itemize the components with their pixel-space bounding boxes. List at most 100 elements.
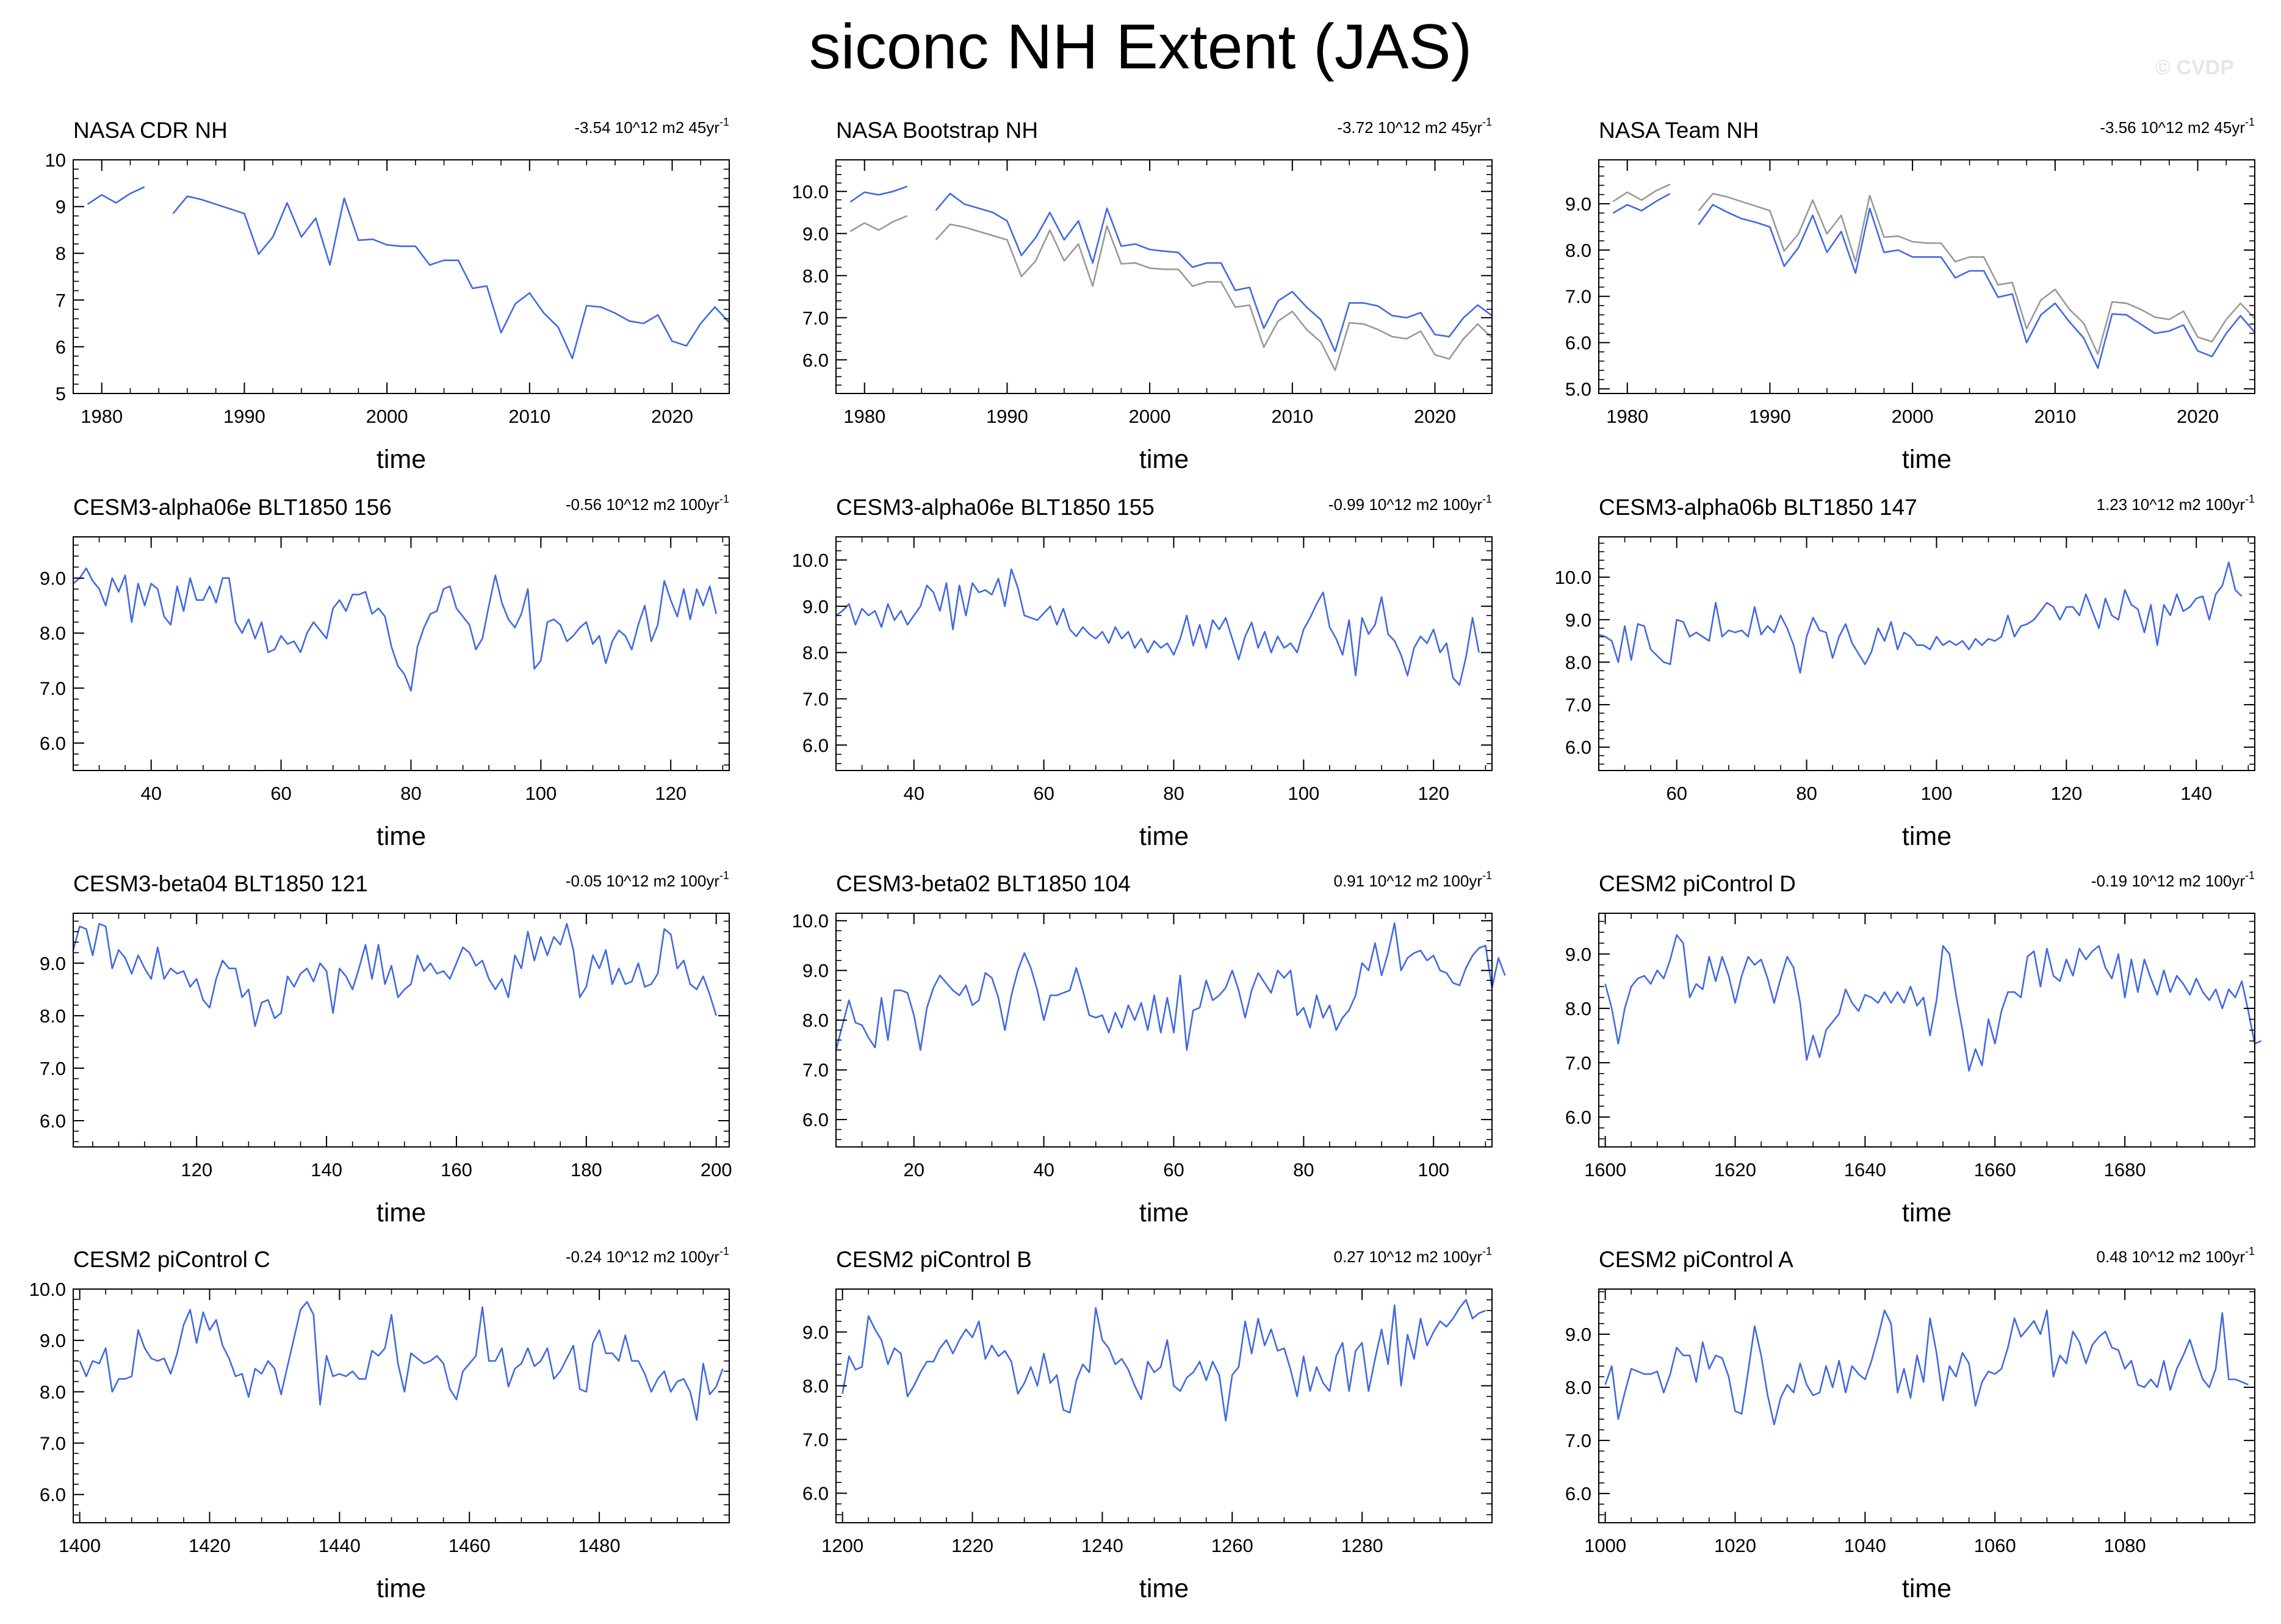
- y-tick-label: 8.0: [802, 265, 829, 287]
- x-tick-label: 1600: [1584, 1159, 1626, 1180]
- plot-frame: [835, 913, 1493, 1148]
- panel-title: CESM3-beta02 BLT1850 104: [836, 871, 1131, 896]
- y-tick-label: 7.0: [1565, 694, 1591, 716]
- x-tick-label: 40: [140, 783, 161, 804]
- x-tick-label: 1980: [843, 406, 885, 427]
- trend-annotation: -0.24 10^12 m2 100yr-1: [566, 1245, 729, 1266]
- y-tick-label: 6.0: [1565, 1483, 1591, 1504]
- x-axis-label: time: [377, 445, 426, 474]
- panel-title: CESM3-beta04 BLT1850 121: [73, 871, 368, 896]
- trend-annotation: 0.48 10^12 m2 100yr-1: [2097, 1245, 2255, 1266]
- x-tick-label: 1280: [1341, 1535, 1383, 1556]
- y-tick-label: 8.0: [802, 1375, 829, 1396]
- x-tick-label: 2010: [508, 406, 550, 427]
- y-tick-label: 9: [56, 196, 66, 218]
- panel-title: CESM3-alpha06e BLT1850 156: [73, 495, 392, 520]
- y-tick-label: 8.0: [40, 623, 66, 644]
- y-tick-label: 9.0: [40, 568, 66, 589]
- x-tick-label: 1020: [1714, 1535, 1756, 1556]
- x-tick-label: 20: [903, 1159, 924, 1180]
- x-tick-label: 1980: [1606, 406, 1648, 427]
- y-tick-label: 7.0: [40, 1433, 66, 1454]
- plot-frame: [1598, 536, 2255, 771]
- y-tick-label: 7.0: [802, 307, 829, 329]
- trend-annotation: -0.19 10^12 m2 100yr-1: [2091, 869, 2255, 890]
- y-tick-label: 9.0: [802, 1321, 829, 1343]
- series-line: [172, 195, 730, 359]
- y-tick-label: 7.0: [802, 1429, 829, 1451]
- trend-annotation: -0.56 10^12 m2 100yr-1: [566, 493, 729, 514]
- x-axis-label: time: [377, 1198, 426, 1227]
- x-tick-label: 60: [1033, 783, 1054, 804]
- x-tick-label: 2020: [651, 406, 693, 427]
- y-tick-label: 6.0: [40, 1484, 66, 1506]
- x-tick-label: 1980: [81, 406, 123, 427]
- x-tick-label: 80: [400, 783, 421, 804]
- chart-panel: 40 60 80 100 120 6.0 7.0 8.0 9.0 10.0 CESM3-alpha0…: [792, 493, 1493, 851]
- x-tick-label: 2000: [366, 406, 408, 427]
- x-axis-label: time: [377, 822, 426, 851]
- series-line: [835, 922, 1506, 1051]
- x-axis-label: time: [1902, 1574, 1951, 1603]
- series-line: [1604, 934, 2262, 1072]
- y-tick-label: 9.0: [802, 596, 829, 617]
- x-tick-label: 1000: [1584, 1535, 1626, 1556]
- y-tick-label: 9.0: [1565, 944, 1591, 965]
- y-tick-label: 9.0: [40, 1330, 66, 1351]
- series-line: [841, 1299, 1486, 1421]
- chart-panel: 1000 1020 1040 1060 1080 6.0 7.0 8.0 9.0 CESM2 pi…: [1565, 1245, 2255, 1603]
- series-line: [835, 568, 1480, 686]
- plot-frame: [1598, 159, 2255, 394]
- x-tick-label: 1990: [1749, 406, 1791, 427]
- series-line: [73, 567, 717, 692]
- chart-panel: 60 80 100 120 140 6.0 7.0 8.0 9.0 10.0 CESM3-alpha…: [1555, 493, 2255, 851]
- x-tick-label: 1680: [2104, 1159, 2146, 1180]
- y-tick-label: 6.0: [802, 1109, 829, 1130]
- trend-annotation: -3.54 10^12 m2 45yr-1: [574, 116, 729, 137]
- reference-series-line: [935, 223, 1493, 372]
- x-tick-label: 40: [903, 783, 924, 804]
- x-tick-label: 140: [2180, 783, 2212, 804]
- x-axis-label: time: [1902, 1198, 1951, 1227]
- x-tick-label: 100: [1418, 1159, 1449, 1180]
- x-tick-label: 1200: [821, 1535, 863, 1556]
- y-tick-label: 6.0: [1565, 332, 1591, 354]
- y-tick-label: 7.0: [40, 1058, 66, 1079]
- figure-title: siconc NH Extent (JAS): [809, 12, 1472, 82]
- y-tick-label: 6.0: [802, 350, 829, 371]
- y-tick-label: 9.0: [1565, 193, 1591, 215]
- y-tick-label: 8.0: [1565, 240, 1591, 261]
- panel-title: NASA Bootstrap NH: [836, 118, 1038, 143]
- x-tick-label: 2010: [1271, 406, 1313, 427]
- watermark-label: © CVDP: [2155, 56, 2234, 79]
- trend-annotation: -0.99 10^12 m2 100yr-1: [1328, 493, 1492, 514]
- x-tick-label: 60: [1666, 783, 1687, 804]
- y-tick-label: 8.0: [1565, 1377, 1591, 1398]
- x-tick-label: 1990: [223, 406, 265, 427]
- x-tick-label: 100: [1288, 783, 1319, 804]
- y-tick-label: 7.0: [802, 688, 829, 710]
- x-tick-label: 1080: [2104, 1535, 2146, 1556]
- x-tick-label: 80: [1796, 783, 1817, 804]
- y-tick-label: 9.0: [1565, 609, 1591, 631]
- plot-frame: [73, 1288, 730, 1523]
- series-line: [87, 186, 145, 205]
- reference-series-line: [1612, 184, 1671, 203]
- x-tick-label: 1220: [951, 1535, 993, 1556]
- y-tick-label: 6.0: [802, 735, 829, 756]
- y-tick-label: 6.0: [802, 1483, 829, 1504]
- y-tick-label: 10.0: [29, 1279, 66, 1300]
- x-tick-label: 1400: [59, 1535, 101, 1556]
- y-tick-label: 9.0: [802, 960, 829, 982]
- trend-annotation: 0.91 10^12 m2 100yr-1: [1334, 869, 1493, 890]
- panel-title: CESM2 piControl C: [73, 1247, 270, 1272]
- x-tick-label: 2020: [2177, 406, 2219, 427]
- x-tick-label: 180: [571, 1159, 602, 1180]
- trend-annotation: 1.23 10^12 m2 100yr-1: [2097, 493, 2255, 514]
- y-tick-label: 8.0: [40, 1381, 66, 1403]
- y-tick-label: 5.0: [1565, 378, 1591, 400]
- y-tick-label: 7.0: [802, 1060, 829, 1081]
- series-line: [1604, 1309, 2249, 1426]
- y-tick-label: 7: [56, 290, 66, 311]
- x-axis-label: time: [1139, 1198, 1189, 1227]
